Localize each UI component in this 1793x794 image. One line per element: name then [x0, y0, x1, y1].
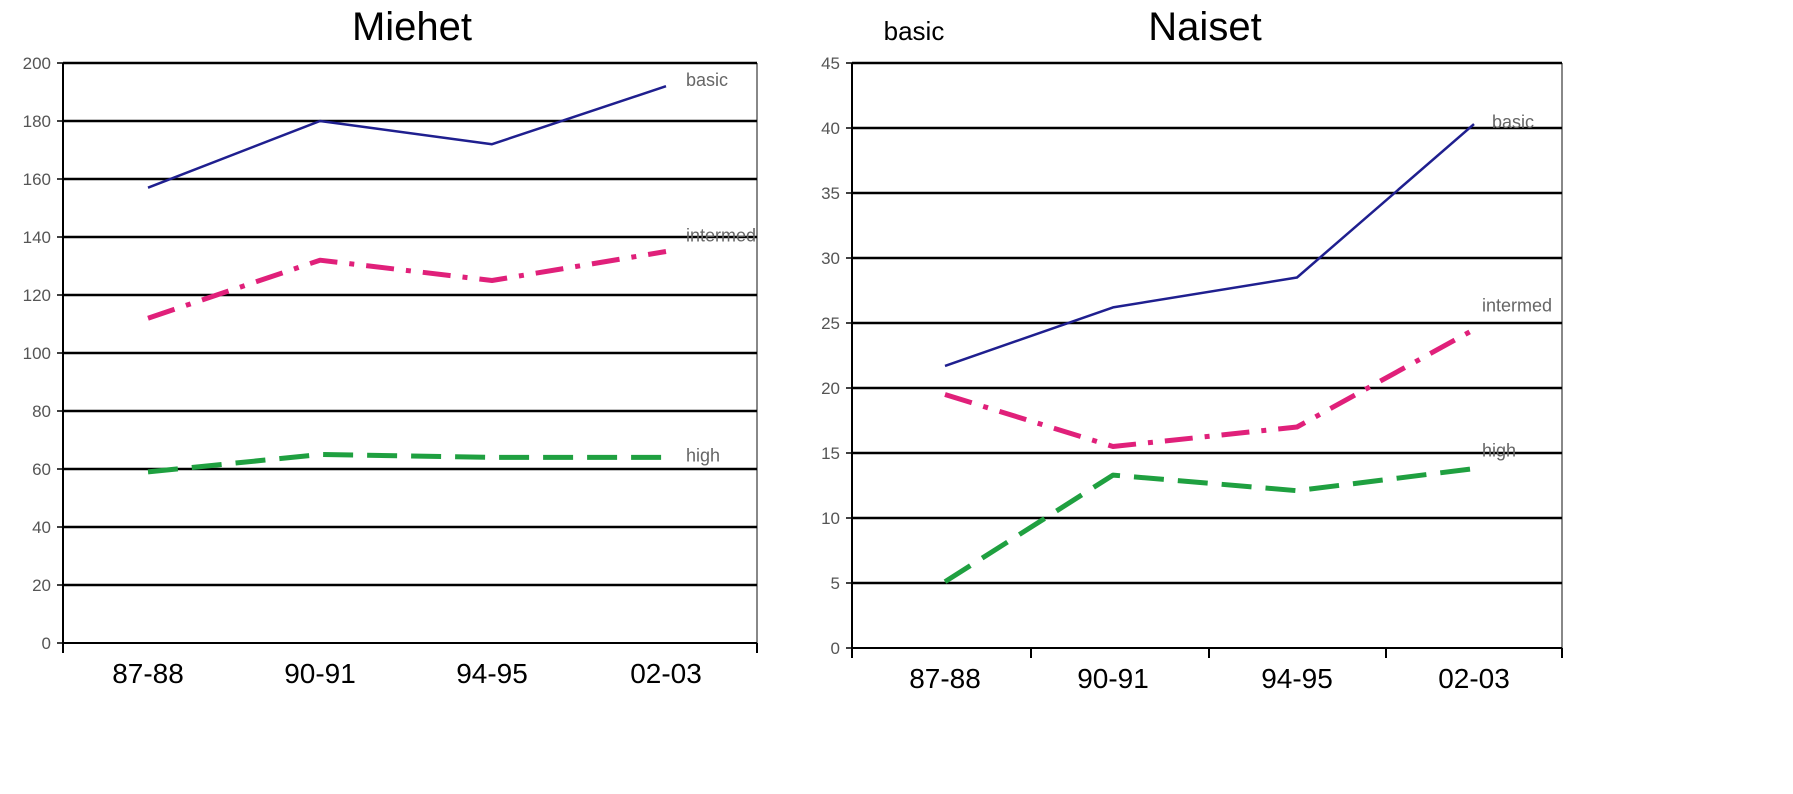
- y-tick-label: 160: [23, 170, 51, 189]
- series-label-basic: basic: [686, 70, 728, 90]
- y-tick-label: 5: [831, 574, 840, 593]
- chart-title: Naiset: [1148, 5, 1261, 49]
- y-tick-label: 140: [23, 228, 51, 247]
- y-tick-label: 0: [831, 639, 840, 658]
- series-label-intermed: intermed: [1482, 296, 1552, 316]
- chart-1: Miehet 0 20 40 60 80 100 120 140 160 180 200 87-88 90…: [23, 5, 758, 689]
- y-tick-label: 100: [23, 344, 51, 363]
- series-label-high: high: [686, 445, 720, 465]
- x-tick-label: 02-03: [1438, 663, 1510, 694]
- x-tick-label: 02-03: [630, 658, 702, 689]
- y-tick-label: 40: [32, 518, 51, 537]
- series-label-high: high: [1482, 441, 1516, 461]
- y-tick-label: 20: [821, 379, 840, 398]
- y-tick-label: 20: [32, 576, 51, 595]
- series-line-intermed: [944, 327, 1476, 449]
- y-tick-label: 30: [821, 249, 840, 268]
- x-tick-label: 94-95: [1261, 663, 1333, 694]
- series-line-intermed: [147, 249, 667, 321]
- series-label-intermed: intermed: [686, 226, 756, 246]
- y-tick-label: 180: [23, 112, 51, 131]
- series-line-high: [943, 466, 1475, 584]
- x-tick-label: 87-88: [112, 658, 184, 689]
- series-line-basic: [944, 123, 1475, 368]
- x-tick-label: 87-88: [909, 663, 981, 694]
- x-tick-label: 94-95: [456, 658, 528, 689]
- y-tick-label: 80: [32, 402, 51, 421]
- y-tick-label: 60: [32, 460, 51, 479]
- chart-note: basic: [884, 16, 945, 46]
- y-tick-label: 35: [821, 184, 840, 203]
- chart-title: Miehet: [352, 5, 472, 49]
- x-tick-label: 90-91: [284, 658, 356, 689]
- y-tick-label: 40: [821, 119, 840, 138]
- y-tick-label: 200: [23, 54, 51, 73]
- y-tick-label: 10: [821, 509, 840, 528]
- x-tick-label: 90-91: [1077, 663, 1149, 694]
- y-tick-label: 0: [42, 634, 51, 653]
- y-tick-label: 15: [821, 444, 840, 463]
- y-tick-label: 25: [821, 314, 840, 333]
- series-line-basic: [147, 85, 667, 189]
- y-tick-label: 120: [23, 286, 51, 305]
- series-label-basic: basic: [1492, 112, 1534, 132]
- y-tick-label: 45: [821, 54, 840, 73]
- chart-2: Naiset basic 0 5 10 15 20 25 30 35 40 45 87-88 90-91 9…: [821, 5, 1563, 694]
